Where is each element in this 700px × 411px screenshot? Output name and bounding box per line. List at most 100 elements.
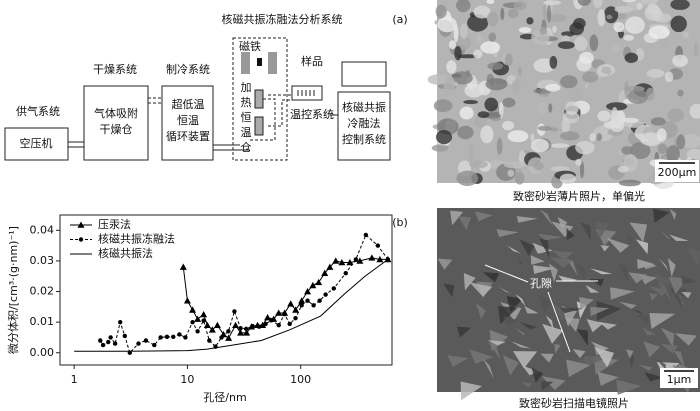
data-point <box>263 321 268 327</box>
texture <box>507 130 529 143</box>
texture <box>628 272 648 284</box>
data-point <box>269 318 274 323</box>
texture <box>476 33 483 43</box>
data-point <box>375 243 381 248</box>
texture <box>598 321 617 330</box>
data-point <box>250 323 255 329</box>
data-point <box>299 303 304 308</box>
oven-text: 恒 <box>241 111 252 124</box>
data-point <box>158 335 163 340</box>
data-point <box>164 334 170 340</box>
texture <box>552 303 565 322</box>
texture <box>593 0 603 9</box>
data-point <box>106 339 111 345</box>
data-point <box>331 286 336 291</box>
sample-device <box>291 85 323 101</box>
data-point <box>292 306 300 313</box>
data-point <box>321 269 329 276</box>
texture <box>674 333 697 346</box>
legend-marker <box>77 221 85 228</box>
data-point <box>208 326 216 333</box>
texture <box>469 282 493 297</box>
texture <box>660 327 675 348</box>
texture <box>657 143 668 155</box>
texture <box>594 347 615 368</box>
texture <box>460 23 468 40</box>
texture <box>656 358 666 370</box>
data-point <box>189 306 197 313</box>
texture <box>540 209 554 227</box>
texture <box>475 302 486 320</box>
texture <box>503 316 520 325</box>
texture <box>582 71 599 83</box>
diagram-title: 核磁共振冻融法分析系统 <box>222 12 343 26</box>
texture <box>467 14 489 32</box>
texture <box>449 40 457 50</box>
oven-text: 热 <box>241 96 252 109</box>
texture <box>437 258 453 270</box>
texture <box>643 261 657 270</box>
data-point <box>309 281 317 289</box>
scale-box <box>660 368 698 388</box>
texture <box>596 64 616 77</box>
data-point <box>213 321 221 329</box>
texture <box>436 130 453 145</box>
texture <box>454 46 462 61</box>
texture <box>566 227 575 241</box>
texture <box>500 7 505 21</box>
texture <box>573 36 588 52</box>
scale-box <box>655 160 699 182</box>
legend-label: 核磁共振法 <box>98 246 153 260</box>
plot-frame <box>59 214 393 366</box>
texture <box>579 161 585 179</box>
texture <box>558 275 578 282</box>
pointer <box>484 264 529 283</box>
data-point <box>152 342 157 348</box>
texture <box>530 133 535 142</box>
node-box <box>83 85 149 161</box>
texture <box>498 306 519 325</box>
node-text: 气体吸附 <box>94 106 138 120</box>
device-detail <box>297 90 315 96</box>
data-point <box>232 309 237 314</box>
texture <box>505 53 513 66</box>
texture <box>597 110 611 122</box>
data-point <box>225 334 233 341</box>
node-text: 空压机 <box>20 136 53 150</box>
texture <box>537 233 564 241</box>
texture <box>644 371 663 382</box>
texture <box>463 99 479 105</box>
texture <box>575 262 586 283</box>
x-tick-label: 10 <box>180 373 194 386</box>
series-line <box>182 257 388 339</box>
texture <box>548 103 553 113</box>
texture <box>480 125 494 144</box>
texture <box>532 265 556 274</box>
texture <box>527 157 545 174</box>
texture <box>469 160 488 169</box>
texture <box>646 68 665 78</box>
texture <box>463 272 476 291</box>
texture <box>498 286 511 294</box>
texture <box>482 272 499 283</box>
texture <box>689 103 700 119</box>
texture <box>638 364 653 371</box>
texture <box>473 49 483 59</box>
texture <box>433 99 453 113</box>
texture <box>516 216 538 223</box>
data-point <box>243 329 251 336</box>
texture <box>650 117 666 126</box>
texture <box>488 32 497 42</box>
texture <box>513 1 527 11</box>
texture <box>550 165 570 172</box>
node-box <box>4 127 69 161</box>
pointer <box>547 291 571 353</box>
texture <box>511 79 521 95</box>
texture <box>431 144 449 152</box>
texture <box>518 27 532 33</box>
group-label: 供气系统 <box>16 104 60 118</box>
monitor <box>341 61 387 87</box>
photo-overlay: 200μm 致密砂岩薄片照片，单偏光 孔隙 1μm 致密砂岩扫描电镜照片 <box>484 160 699 410</box>
texture <box>496 229 519 238</box>
texture <box>613 21 625 33</box>
